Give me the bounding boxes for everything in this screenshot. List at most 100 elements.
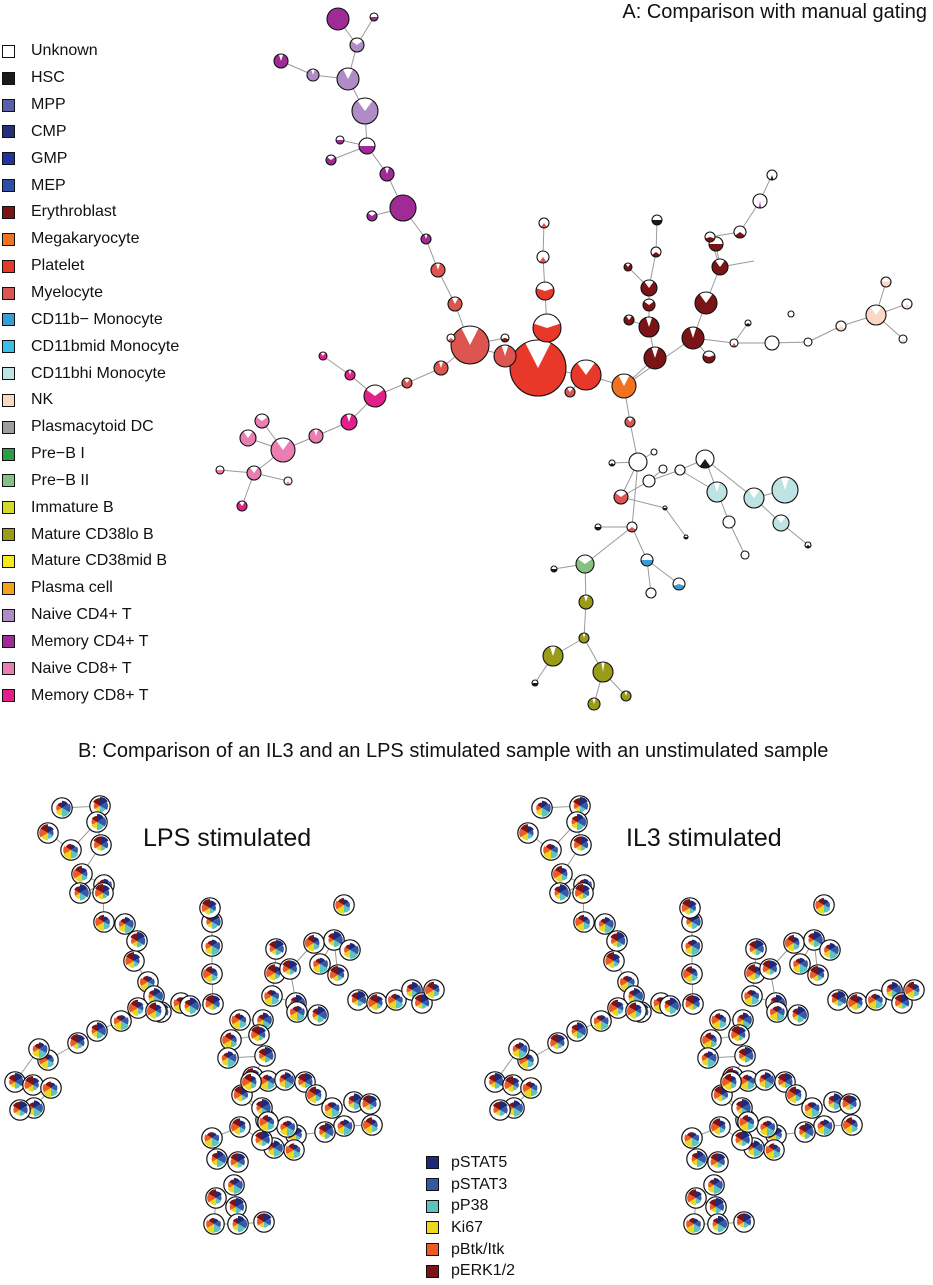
star-node — [502, 1074, 524, 1096]
star-slice — [555, 865, 562, 874]
star-slice — [364, 1125, 372, 1134]
star-node — [40, 1077, 62, 1099]
star-slice — [814, 931, 822, 940]
star-slice — [542, 808, 550, 817]
star-slice — [33, 1085, 38, 1091]
pie-node — [640, 553, 654, 567]
star-slice — [693, 995, 701, 1004]
star-node — [737, 1070, 759, 1092]
star-node — [309, 953, 331, 975]
pie-slice — [370, 17, 378, 21]
tree-edge — [584, 526, 633, 565]
legend-a-item: Pre−B II — [2, 468, 179, 495]
star-slice — [265, 1056, 271, 1063]
legend-a-item: Erythroblast — [2, 199, 179, 226]
pie-node-outline — [658, 464, 668, 474]
star-node — [846, 992, 868, 1014]
star-slice — [711, 1040, 718, 1048]
star-node — [254, 1045, 276, 1067]
star-node — [707, 1213, 729, 1235]
star-slice — [74, 893, 80, 899]
star-slice — [716, 1198, 724, 1207]
star-slice — [795, 958, 800, 964]
star-slice — [184, 1006, 190, 1013]
star-slice — [204, 1138, 212, 1147]
star-slice — [51, 1084, 58, 1092]
star-slice — [720, 1014, 725, 1020]
star-slice — [857, 1003, 862, 1009]
star-node — [86, 1020, 108, 1042]
pie-slice — [341, 414, 358, 430]
legend-a-swatch — [2, 71, 15, 85]
star-slice — [307, 935, 314, 943]
legend-a-swatch — [2, 447, 15, 461]
star-node — [333, 1115, 355, 1137]
star-slice — [230, 1153, 238, 1162]
star-slice — [201, 903, 210, 913]
pie-slice — [644, 347, 666, 369]
star-slice — [747, 1148, 754, 1156]
star-slice — [224, 1032, 231, 1040]
star-slice — [104, 916, 109, 922]
star-node — [283, 1139, 305, 1161]
star-slice — [148, 993, 154, 999]
legend-a-item: Mature CD38mid B — [2, 548, 179, 575]
pie-slice — [880, 280, 891, 287]
star-slice — [262, 1136, 270, 1144]
star-slice — [550, 1034, 558, 1043]
star-slice — [370, 1100, 377, 1108]
star-slice — [262, 1140, 268, 1147]
star-slice — [576, 922, 584, 931]
legend-a-item: Naive CD4+ T — [2, 602, 179, 629]
star-slice — [833, 1000, 838, 1006]
star-slice — [876, 1000, 884, 1009]
star-slice — [211, 1152, 217, 1159]
pie-node-outline — [246, 465, 262, 481]
star-slice — [694, 1224, 702, 1233]
star-slice — [617, 932, 625, 941]
star-slice — [581, 836, 589, 845]
pie-node — [623, 314, 635, 326]
star-slice — [740, 1081, 748, 1090]
star-slice — [744, 1222, 749, 1228]
pie-node — [575, 554, 595, 574]
star-slice — [256, 1105, 262, 1111]
pie-slice — [336, 140, 344, 144]
star-slice — [914, 987, 920, 993]
star-slice — [222, 1035, 231, 1045]
star-slice — [212, 939, 218, 946]
pie-slice — [337, 69, 359, 91]
star-slice — [777, 1073, 785, 1082]
star-node — [737, 1111, 759, 1133]
star-slice — [312, 964, 320, 973]
pie-node — [340, 413, 358, 431]
star-slice — [710, 1158, 718, 1166]
star-slice — [257, 1017, 263, 1023]
star-slice — [264, 992, 272, 1000]
star-slice — [712, 1221, 718, 1227]
pie-node-outline — [366, 210, 378, 222]
star-slice — [769, 1008, 777, 1016]
pie-slice — [271, 440, 295, 463]
star-slice — [268, 1081, 276, 1090]
legend-a-label: CD11bhi Monocyte — [31, 364, 166, 382]
star-slice — [692, 917, 701, 927]
legend-a-label: Naive CD8+ T — [31, 659, 132, 677]
star-slice — [743, 1012, 750, 1020]
tree-a — [215, 7, 913, 711]
pie-slice — [240, 431, 256, 446]
star-slice — [251, 1031, 259, 1039]
star-slice — [221, 1058, 228, 1066]
pie-slice — [709, 244, 723, 251]
star-slice — [895, 999, 902, 1007]
star-slice — [685, 966, 692, 974]
star-slice — [522, 1083, 531, 1093]
star-slice — [687, 940, 692, 946]
pie-node — [239, 429, 257, 447]
star-slice — [777, 1006, 783, 1012]
star-slice — [718, 1215, 725, 1224]
star-slice — [605, 917, 612, 924]
star-slice — [812, 975, 818, 982]
star-slice — [275, 973, 281, 979]
star-slice — [256, 1218, 264, 1226]
